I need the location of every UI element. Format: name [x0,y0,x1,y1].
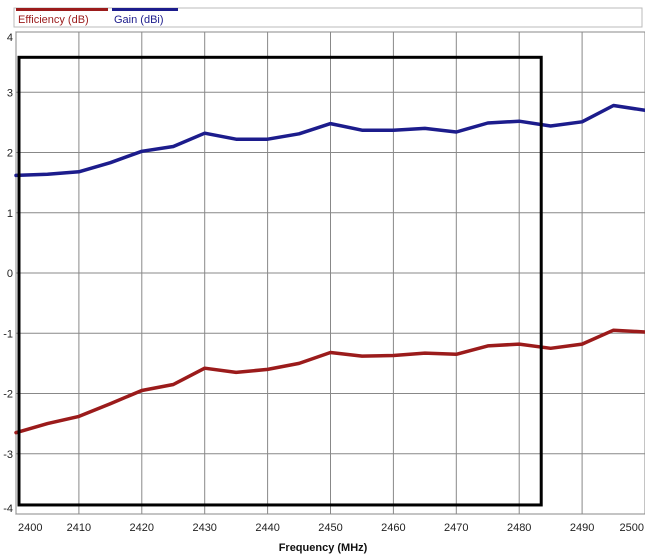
x-tick-label: 2420 [130,522,154,534]
y-tick-label: -2 [3,389,13,401]
legend-label-gain: Gain (dBi) [114,14,164,26]
x-tick-label: 2430 [192,522,216,534]
y-tick-label: 2 [7,148,13,160]
x-tick-label: 2490 [570,522,594,534]
legend-swatch-efficiency [16,8,108,11]
legend-label-efficiency: Efficiency (dB) [18,14,89,26]
x-tick-label: 2450 [318,522,342,534]
y-tick-label: 1 [7,208,13,220]
y-tick-label: -1 [3,328,13,340]
x-tick-label: 2460 [381,522,405,534]
x-tick-label: 2470 [444,522,468,534]
annotation-layer [17,55,543,507]
y-tick-label: -4 [3,503,13,515]
x-tick-label: 2400 [18,522,42,534]
x-tick-label: 2480 [507,522,531,534]
x-axis-title: Frequency (MHz) [279,542,368,554]
y-tick-label: 0 [7,268,13,280]
legend-swatch-gain [112,8,178,11]
legend-bar [13,7,643,28]
x-tick-label: 2410 [67,522,91,534]
x-tick-label: 2500 [620,522,644,534]
y-tick-label: -3 [3,449,13,461]
y-tick-label: 4 [7,32,13,44]
x-tick-label: 2440 [255,522,279,534]
highlight-rectangle [17,55,543,507]
tick-layer: 2400 2410 2420 2430 2440 2450 2460 2470 2480 2490… [3,32,644,534]
y-tick-label: 3 [7,87,13,99]
